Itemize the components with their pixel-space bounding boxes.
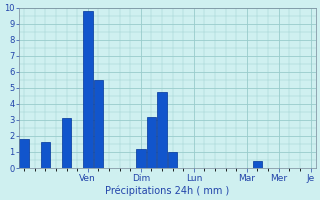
Bar: [147, 117, 156, 168]
Bar: [20, 139, 29, 168]
Bar: [253, 161, 262, 168]
X-axis label: Précipitations 24h ( mm ): Précipitations 24h ( mm ): [105, 185, 229, 196]
Bar: [94, 80, 103, 168]
Bar: [83, 11, 92, 168]
Bar: [157, 92, 167, 168]
Bar: [136, 149, 146, 168]
Bar: [168, 152, 177, 168]
Bar: [41, 142, 50, 168]
Bar: [62, 118, 71, 168]
